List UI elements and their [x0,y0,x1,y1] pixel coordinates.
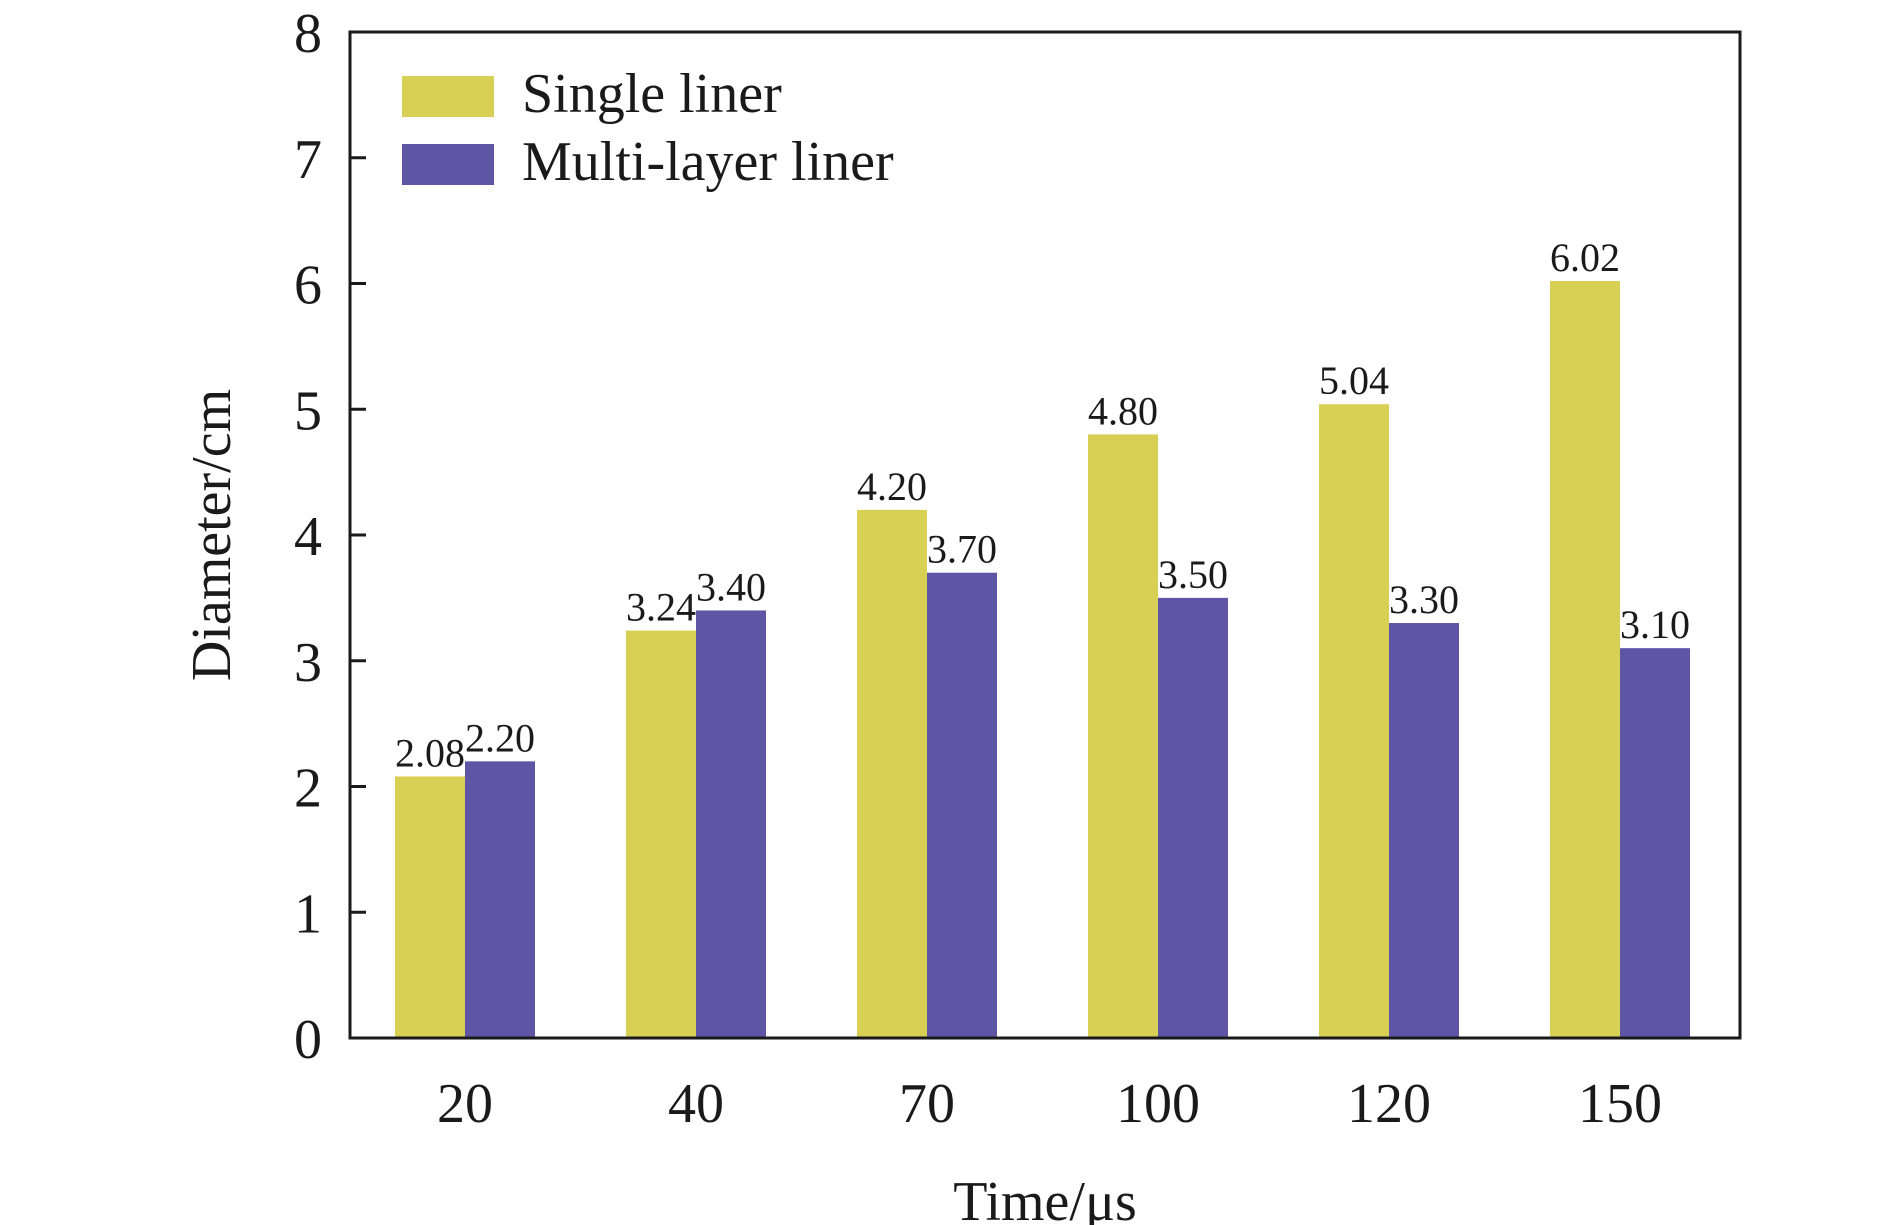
x-tick-label: 100 [1116,1073,1200,1135]
bar-multi-layer-liner [1389,623,1459,1038]
bar-single-liner [395,776,465,1038]
data-label: 3.30 [1389,577,1459,622]
data-label: 3.40 [696,564,766,609]
y-axis: 0 1 2 3 4 5 6 7 8 [294,3,366,1071]
y-tick-label: 2 [294,758,322,820]
x-tick-label: 40 [668,1073,724,1135]
y-tick-label: 3 [294,632,322,694]
data-label: 2.20 [465,715,535,760]
y-axis-title: Diameter/cm [181,389,243,681]
bar-single-liner [857,509,927,1039]
bar-single-liner [1550,280,1620,1038]
legend-swatch-multi-layer-liner [402,144,494,185]
bar-multi-layer-liner [927,572,997,1038]
legend-swatch-single-liner [402,76,494,117]
data-label: 4.80 [1088,388,1158,433]
data-label: 6.02 [1550,235,1620,280]
y-tick-label: 6 [294,255,322,317]
data-label: 2.08 [395,730,465,775]
x-tick-label: 20 [437,1073,493,1135]
bar-single-liner [626,630,696,1038]
bar-multi-layer-liner [465,761,535,1038]
y-tick-label: 5 [294,380,322,442]
x-tick-label: 70 [899,1073,955,1135]
data-label: 5.04 [1319,358,1389,403]
y-tick-label: 4 [294,506,322,568]
x-tick-label: 120 [1347,1073,1431,1135]
x-tick-label: 150 [1578,1073,1662,1135]
y-tick-label: 1 [294,883,322,945]
x-axis: 20 40 70 100 120 150 [437,1073,1662,1135]
data-label: 3.10 [1620,602,1690,647]
y-tick-label: 0 [294,1009,322,1071]
y-tick-label: 7 [294,129,322,191]
y-tick-label: 8 [294,3,322,65]
bars-layer [395,280,1690,1039]
legend-label-multi-layer-liner: Multi-layer liner [522,131,894,193]
legend-label-single-liner: Single liner [522,63,782,125]
data-label: 3.70 [927,527,997,572]
data-labels-layer: 2.08 2.20 3.24 3.40 4.203.70 4.80 3.50 5.04 3.30… [395,235,1690,775]
data-label: 3.50 [1158,552,1228,597]
data-label: 4.20 [857,464,927,509]
bar-multi-layer-liner [1620,648,1690,1038]
legend: Single liner Multi-layer liner [402,63,894,193]
bar-single-liner [1088,434,1158,1038]
bar-multi-layer-liner [1158,597,1228,1038]
data-label: 3.24 [626,585,696,630]
x-axis-title: Time/μs [953,1171,1137,1225]
bar-single-liner [1319,404,1389,1039]
bar-multi-layer-liner [696,610,766,1038]
